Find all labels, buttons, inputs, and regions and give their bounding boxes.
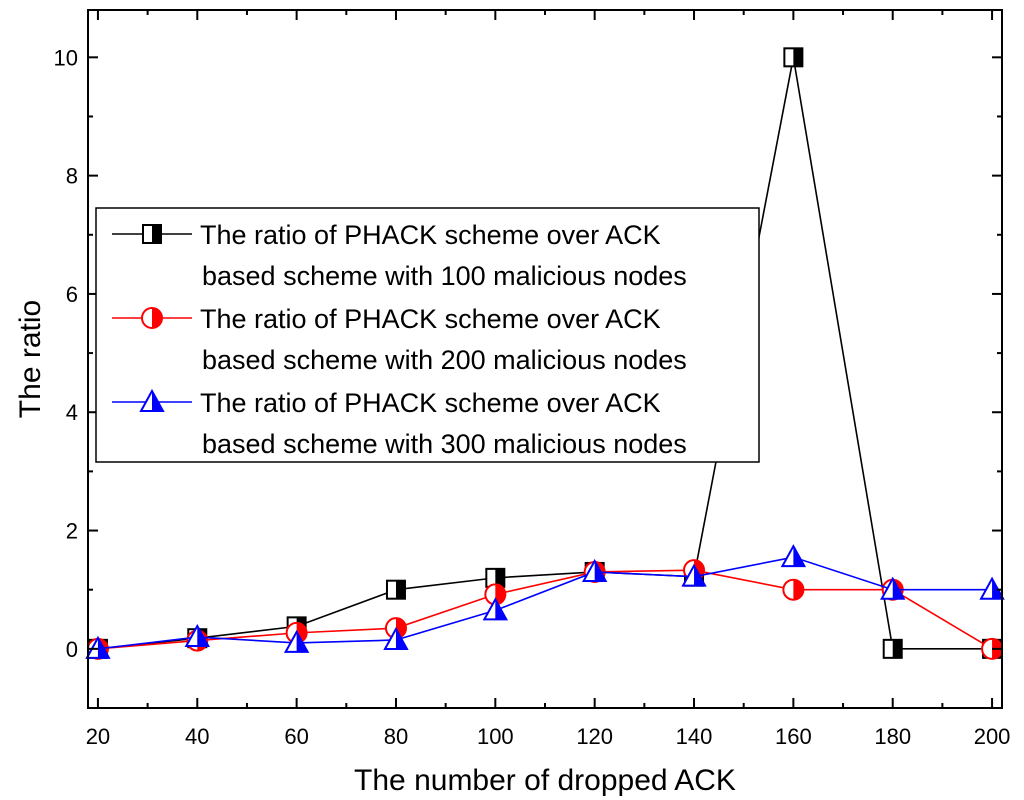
data-point (283, 629, 310, 653)
legend-label: based scheme with 300 malicious nodes (202, 429, 687, 459)
series-line (97, 57, 993, 650)
marker-outline (780, 544, 807, 568)
legend-entry-2: The ratio of PHACK scheme over ACK based … (112, 304, 687, 375)
x-tick-label: 60 (284, 724, 308, 749)
legend-marker (142, 224, 162, 244)
marker-fill-half (395, 580, 405, 599)
marker-outline (385, 579, 406, 600)
marker-outline (880, 576, 906, 600)
legend-label: The ratio of PHACK scheme over ACK (200, 304, 661, 334)
legend-entry-1: The ratio of PHACK scheme over ACK based … (112, 220, 687, 291)
marker-fill-half (152, 225, 161, 243)
marker-outline (283, 629, 310, 653)
data-point (882, 638, 903, 659)
data-point (780, 544, 807, 568)
legend-entry-3: The ratio of PHACK scheme over ACK based … (112, 388, 687, 459)
marker-fill-half (793, 48, 803, 67)
marker-fill-half (152, 308, 162, 328)
legend: The ratio of PHACK scheme over ACK based … (95, 207, 760, 463)
data-point (681, 563, 707, 587)
data-point (783, 47, 804, 68)
x-tick-label: 160 (775, 724, 812, 749)
y-tick-label: 4 (66, 400, 78, 425)
axes-layer: 20 40 60 80 100 120 140 160 180 200 0 2 4 6 8 10 (54, 9, 1011, 749)
data-point (581, 558, 608, 582)
x-axis-title: The number of dropped ACK (354, 764, 736, 797)
legend-marker (139, 388, 165, 412)
legend-label: based scheme with 200 malicious nodes (202, 345, 687, 375)
legend-label: The ratio of PHACK scheme over ACK (200, 388, 661, 418)
marker-fill-half (495, 568, 505, 587)
data-point (782, 578, 805, 601)
series-line (97, 569, 993, 650)
y-tick-label: 0 (66, 637, 78, 662)
marker-outline (184, 623, 210, 648)
series-layer (85, 47, 1005, 660)
x-tick-label: 40 (185, 724, 209, 749)
y-tick-label: 2 (66, 519, 78, 544)
marker-outline (139, 388, 165, 412)
series-line (97, 556, 993, 650)
marker-fill-half (892, 639, 902, 658)
data-point (484, 583, 507, 606)
y-tick-label: 8 (66, 164, 78, 189)
marker-outline (581, 558, 608, 582)
marker-outline (383, 626, 409, 650)
marker-fill-half (793, 579, 804, 600)
data-point (385, 579, 406, 600)
x-tick-label: 180 (874, 724, 911, 749)
marker-outline (482, 597, 509, 621)
data-point (482, 597, 509, 621)
legend-marker (141, 307, 163, 329)
legend-label: based scheme with 100 malicious nodes (202, 261, 687, 291)
x-tick-label: 120 (576, 724, 613, 749)
marker-outline (882, 638, 903, 659)
x-tick-label: 140 (676, 724, 713, 749)
marker-outline (142, 224, 162, 244)
data-point (184, 623, 210, 648)
x-tick-label: 20 (86, 724, 110, 749)
series-3 (85, 544, 1005, 659)
marker-outline (782, 578, 805, 601)
marker-outline (783, 47, 804, 68)
marker-outline (141, 307, 163, 329)
marker-outline (681, 563, 707, 587)
legend-box (95, 207, 760, 463)
x-tick-label: 200 (974, 724, 1011, 749)
y-axis-title: The ratio (14, 300, 47, 418)
legend-label: The ratio of PHACK scheme over ACK (200, 220, 661, 250)
data-point (383, 626, 409, 650)
data-point (880, 576, 906, 600)
x-tick-label: 80 (384, 724, 408, 749)
y-tick-label: 10 (54, 45, 78, 70)
marker-fill-half (495, 584, 506, 605)
y-tick-label: 6 (66, 282, 78, 307)
x-tick-label: 100 (477, 724, 514, 749)
